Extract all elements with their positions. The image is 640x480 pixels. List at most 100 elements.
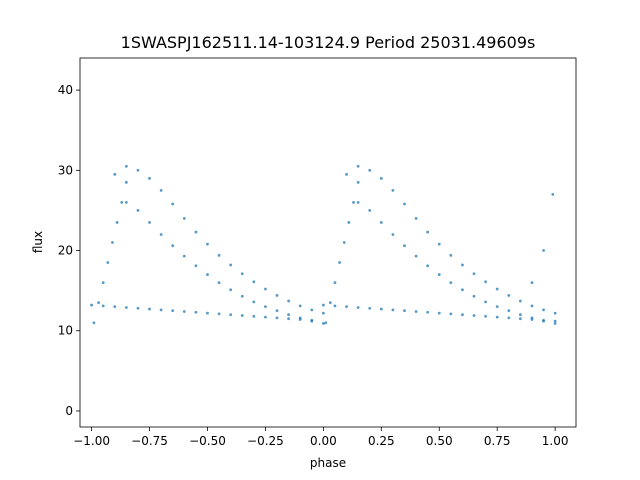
data-point — [275, 316, 279, 320]
data-point — [391, 188, 395, 192]
data-point — [148, 221, 151, 224]
data-point — [217, 281, 221, 285]
data-point — [159, 188, 163, 192]
x-tick-label: −1.00 — [73, 434, 110, 448]
data-point — [356, 200, 360, 204]
data-point — [194, 310, 198, 314]
y-axis: 0 10 20 30 40 — [58, 83, 80, 418]
data-point — [136, 209, 140, 212]
data-point — [310, 319, 314, 323]
data-point — [217, 253, 221, 257]
data-point — [379, 221, 383, 224]
data-point — [507, 294, 511, 297]
data-point — [113, 172, 117, 176]
data-point — [472, 314, 476, 317]
x-tick-label: −0.50 — [189, 434, 226, 448]
x-tick-label: 0.75 — [484, 434, 511, 448]
data-point — [90, 303, 93, 307]
data-point — [240, 272, 244, 276]
data-point — [426, 310, 430, 314]
data-point — [115, 221, 119, 224]
data-point — [530, 304, 534, 308]
data-point — [124, 306, 128, 309]
data-point — [124, 180, 128, 184]
plot-frame — [79, 57, 577, 428]
x-tick-label: −0.25 — [247, 434, 284, 448]
x-tick-label: 0.25 — [368, 434, 395, 448]
data-point — [229, 288, 233, 292]
data-point — [252, 314, 256, 318]
data-point — [206, 273, 209, 276]
data-point — [484, 280, 488, 284]
data-point — [507, 309, 511, 313]
data-point — [324, 321, 328, 325]
data-point — [553, 319, 557, 323]
data-point — [182, 310, 186, 313]
y-tick-label: 40 — [58, 83, 73, 97]
chart-title: 1SWASPJ162511.14-103124.9 Period 25031.4… — [121, 33, 536, 52]
data-point — [217, 312, 221, 316]
data-point — [240, 314, 244, 317]
data-point — [275, 294, 279, 297]
data-point — [461, 288, 464, 292]
data-point — [368, 168, 372, 172]
data-point — [403, 244, 406, 248]
data-point — [449, 253, 453, 257]
data-point — [264, 315, 267, 319]
data-point — [101, 281, 105, 285]
data-point — [92, 321, 96, 325]
data-point — [264, 305, 267, 309]
data-point — [148, 176, 151, 180]
data-point — [148, 307, 151, 311]
data-point — [426, 230, 430, 234]
data-point — [437, 242, 441, 246]
data-point — [507, 316, 511, 320]
data-point — [159, 233, 163, 236]
data-point — [298, 316, 302, 320]
data-point — [287, 317, 290, 321]
data-point — [328, 301, 332, 305]
data-point — [553, 322, 557, 325]
data-point — [111, 241, 114, 244]
data-point — [310, 308, 314, 312]
data-point — [518, 313, 522, 317]
data-point — [287, 313, 290, 317]
data-point — [368, 306, 372, 310]
data-point — [368, 209, 372, 212]
data-point — [171, 202, 175, 206]
y-axis-label: flux — [31, 231, 45, 253]
x-axis: −1.00 −0.75 −0.50 −0.25 0.00 0.25 0.50 0.75 1.00 — [73, 427, 568, 448]
data-point — [240, 294, 244, 298]
data-point — [264, 287, 267, 291]
data-point — [182, 254, 186, 258]
data-point — [333, 281, 337, 285]
data-point — [356, 306, 360, 309]
data-point — [321, 311, 325, 315]
data-point — [461, 263, 464, 267]
data-point — [484, 300, 488, 304]
y-tick-label: 30 — [58, 163, 73, 177]
data-point — [426, 264, 430, 268]
y-tick-label: 0 — [65, 404, 73, 418]
data-point — [356, 180, 360, 184]
data-point — [437, 311, 441, 315]
data-point — [171, 309, 175, 313]
data-point — [345, 305, 348, 309]
data-point — [379, 176, 383, 180]
data-point — [252, 300, 256, 304]
data-point — [342, 241, 346, 244]
data-point — [518, 299, 522, 303]
data-point — [530, 316, 534, 320]
data-point — [530, 281, 534, 285]
data-point — [391, 308, 395, 312]
data-point — [321, 322, 325, 325]
data-point — [252, 280, 256, 284]
data-point — [321, 303, 325, 307]
data-point — [120, 200, 124, 204]
data-point — [461, 313, 464, 317]
data-point — [553, 311, 557, 315]
data-point — [229, 313, 233, 317]
